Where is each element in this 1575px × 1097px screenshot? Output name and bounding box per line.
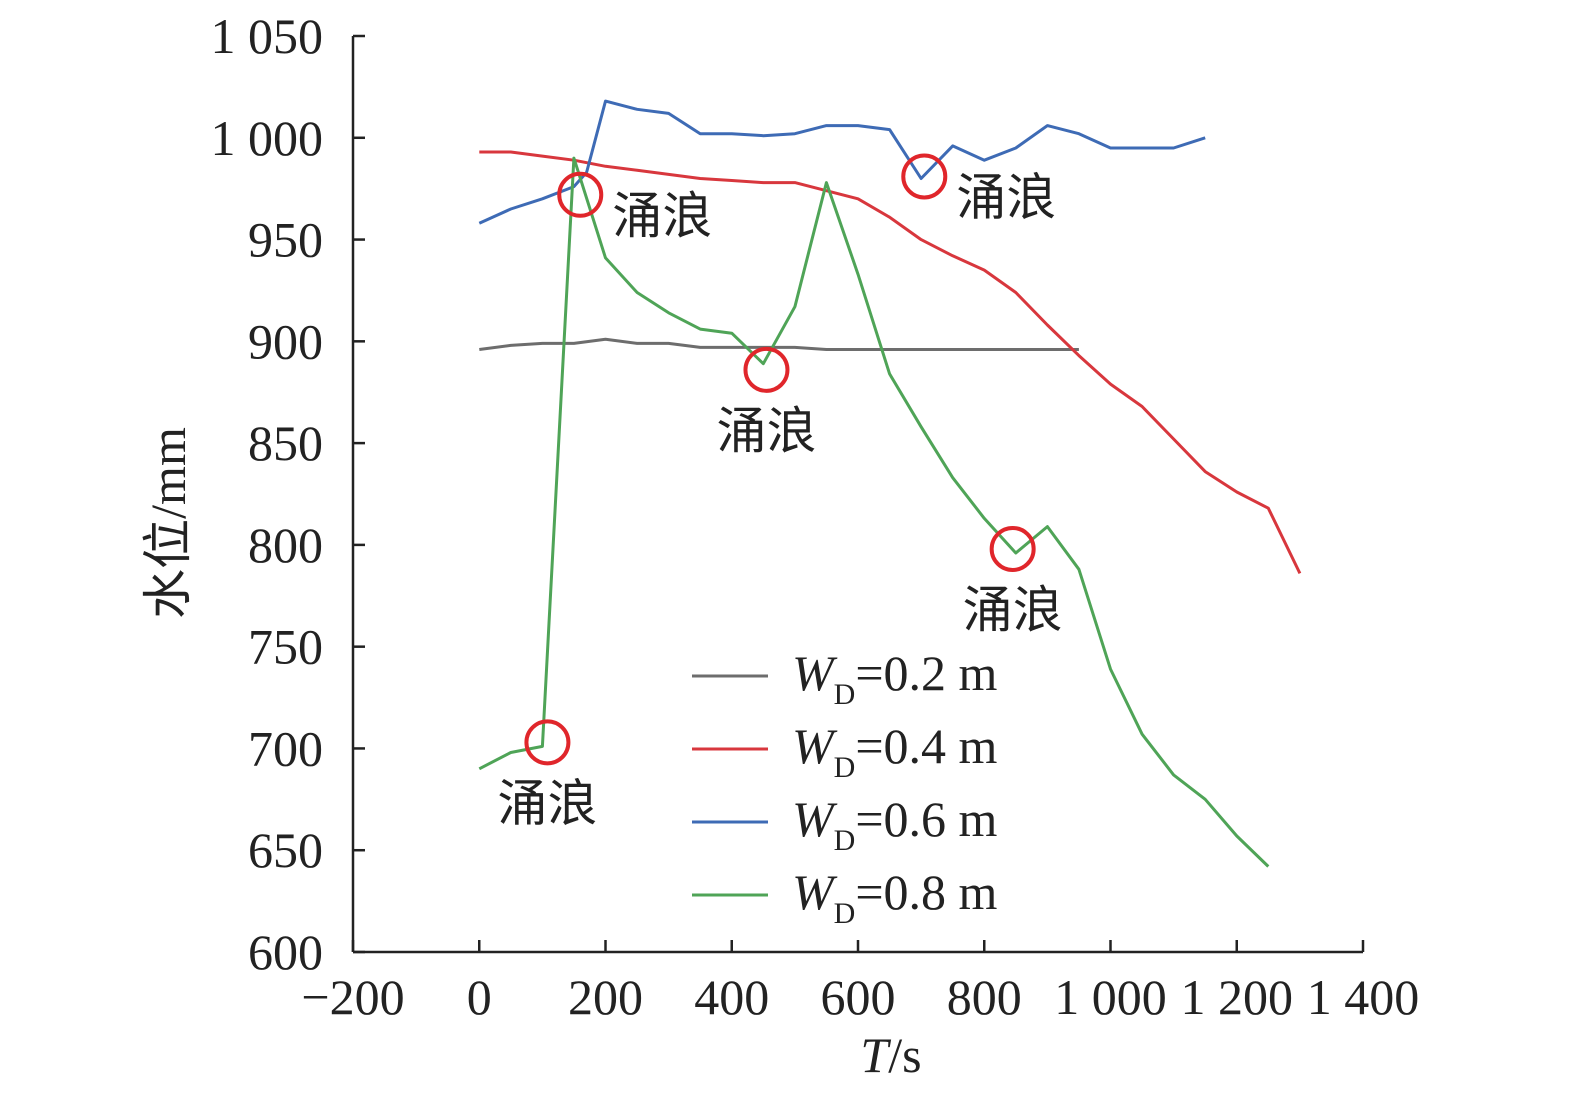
y-tick-label: 700	[248, 720, 323, 776]
axes: −200 0 200 400 600 800 1 000 1 200 1 400 6006507…	[211, 8, 1420, 1025]
x-axis-title: T/s	[860, 1027, 921, 1083]
legend-label-4: WD=0.8 m	[792, 864, 998, 930]
y-axis-title: 水位/mm	[140, 427, 196, 619]
surge-label-3: 涌浪	[716, 402, 816, 460]
y-ticks: 600 650 700 750 800 850 900 950 1 000 1 050	[211, 8, 365, 980]
x-axis-title-var: T	[860, 1027, 891, 1083]
surge-label-5: 涌浪	[497, 774, 597, 832]
y-tick-label: 850	[248, 415, 323, 471]
series-line-2	[479, 150, 1302, 575]
series-line-1	[479, 337, 1079, 351]
y-tick-label: 650	[248, 822, 323, 878]
x-tick-label: 1 400	[1307, 969, 1420, 1025]
x-tick-label: 1 000	[1054, 969, 1167, 1025]
legend-label-2: WD=0.4 m	[792, 718, 998, 784]
x-tick-label: 600	[821, 969, 896, 1025]
surge-marker-2	[901, 153, 948, 200]
surge-label-2: 涌浪	[956, 168, 1056, 226]
x-ticks: −200 0 200 400 600 800 1 000 1 200 1 400	[301, 940, 1419, 1025]
x-tick-label: 1 200	[1181, 969, 1294, 1025]
legend-label-1: WD=0.2 m	[792, 645, 998, 711]
surge-marker-4	[989, 525, 1036, 572]
surge-marker-5	[524, 719, 571, 766]
y-tick-label: 600	[248, 924, 323, 980]
series-line-3	[478, 99, 1206, 225]
surge-marker-3	[743, 346, 790, 393]
legend: WD=0.2 m WD=0.4 m WD=0.6 m WD=0.8 m	[692, 645, 998, 930]
legend-label-3: WD=0.6 m	[792, 791, 998, 857]
surge-marker-1	[557, 171, 604, 218]
y-tick-label: 800	[248, 517, 323, 573]
x-axis-title-unit: /s	[888, 1027, 921, 1083]
series-layer	[478, 99, 1302, 868]
x-tick-label: 400	[694, 969, 769, 1025]
surge-label-4: 涌浪	[963, 581, 1063, 639]
surge-label-1: 涌浪	[612, 187, 712, 245]
y-tick-label: 950	[248, 212, 323, 268]
x-tick-label: 200	[568, 969, 643, 1025]
series-line-4	[478, 156, 1270, 868]
x-tick-label: 0	[467, 969, 492, 1025]
x-tick-label: 800	[947, 969, 1022, 1025]
x-tick-label: −200	[301, 969, 404, 1025]
y-tick-label: 900	[248, 313, 323, 369]
y-tick-label: 750	[248, 619, 323, 675]
y-tick-label: 1 000	[211, 110, 324, 166]
y-tick-label: 1 050	[211, 8, 324, 64]
